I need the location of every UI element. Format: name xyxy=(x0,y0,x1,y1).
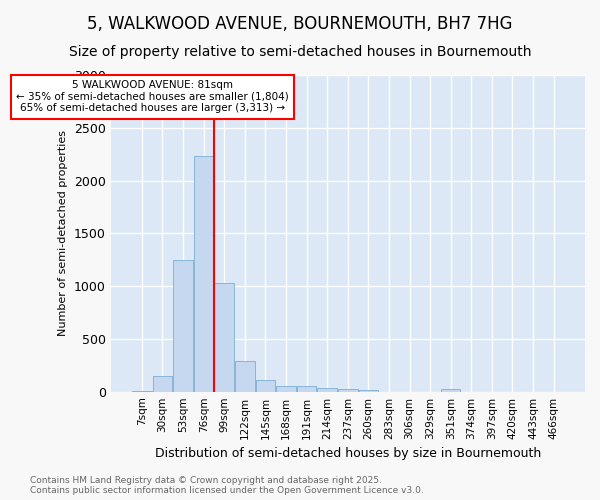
Bar xyxy=(132,390,152,392)
Bar xyxy=(256,380,275,392)
Bar xyxy=(153,376,172,392)
Y-axis label: Number of semi-detached properties: Number of semi-detached properties xyxy=(58,130,68,336)
Bar xyxy=(194,156,214,392)
Bar xyxy=(441,389,460,392)
Bar xyxy=(173,260,193,392)
X-axis label: Distribution of semi-detached houses by size in Bournemouth: Distribution of semi-detached houses by … xyxy=(155,447,541,460)
Bar xyxy=(235,361,254,392)
Bar xyxy=(214,283,234,392)
Bar xyxy=(317,388,337,392)
Text: Size of property relative to semi-detached houses in Bournemouth: Size of property relative to semi-detach… xyxy=(69,45,531,59)
Text: Contains HM Land Registry data © Crown copyright and database right 2025.
Contai: Contains HM Land Registry data © Crown c… xyxy=(30,476,424,495)
Bar xyxy=(338,389,358,392)
Text: 5, WALKWOOD AVENUE, BOURNEMOUTH, BH7 7HG: 5, WALKWOOD AVENUE, BOURNEMOUTH, BH7 7HG xyxy=(87,15,513,33)
Bar xyxy=(359,390,378,392)
Bar xyxy=(276,386,296,392)
Bar xyxy=(297,386,316,392)
Text: 5 WALKWOOD AVENUE: 81sqm
← 35% of semi-detached houses are smaller (1,804)
65% o: 5 WALKWOOD AVENUE: 81sqm ← 35% of semi-d… xyxy=(16,80,289,114)
